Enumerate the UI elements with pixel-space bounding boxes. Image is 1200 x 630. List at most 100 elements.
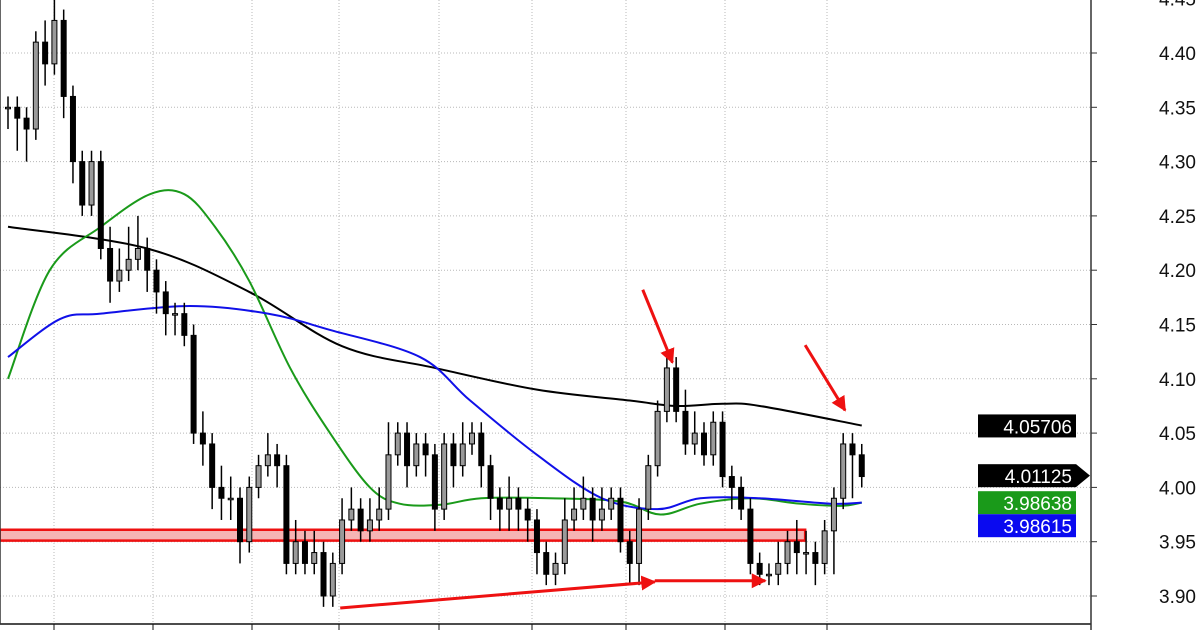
candle [42, 20, 49, 86]
candle [589, 487, 596, 542]
candle-body-bullish [227, 497, 234, 501]
candle [107, 226, 114, 303]
candle-body-bearish [858, 454, 865, 478]
x-tick-label: Apr [632, 628, 659, 630]
price-label-text: 3.98638 [1003, 494, 1072, 515]
candle [812, 541, 819, 586]
ma-black-price-label: 4.05706 [978, 414, 1076, 438]
candle [775, 541, 782, 586]
candle-body-bullish [292, 541, 299, 564]
candle [422, 433, 429, 477]
support-zone-rect [0, 528, 807, 542]
candle-body-bullish [506, 497, 513, 510]
candle-body-bullish [32, 41, 39, 130]
candle [348, 487, 355, 531]
candle [626, 530, 633, 586]
candle [598, 487, 605, 531]
candle [172, 302, 179, 336]
candle [858, 443, 865, 488]
candle [478, 422, 485, 488]
candle-body-bearish [357, 508, 364, 532]
candle-body-bearish [283, 465, 290, 564]
candle-body-bearish [719, 421, 726, 478]
candle [793, 519, 800, 575]
candle-body-bullish [394, 432, 401, 456]
candle-body-bullish [552, 562, 559, 575]
candle-body-bearish [107, 247, 114, 282]
candle-body-bearish [793, 541, 800, 554]
candle-body-bullish [636, 508, 643, 564]
candle-body-bullish [246, 486, 253, 543]
candle-body-bullish [840, 443, 847, 499]
annotation-arrow [803, 344, 847, 412]
candles [5, 0, 865, 607]
candle-body-bullish [441, 443, 448, 510]
candle [190, 324, 197, 444]
candle [366, 498, 373, 542]
candle [274, 443, 281, 488]
candle-body-bearish [756, 562, 763, 575]
candle [840, 433, 847, 510]
candle [116, 248, 123, 292]
candle [69, 85, 76, 184]
candle [469, 422, 475, 455]
price-pointer-icon [1076, 464, 1090, 488]
candle-body-bearish [181, 313, 188, 336]
candle [663, 357, 670, 423]
candle-body-bearish [812, 552, 819, 564]
candle-body-bullish [691, 432, 698, 445]
x-tick-label: Nov [159, 628, 190, 630]
candle-body-bullish [654, 410, 661, 467]
x-tick-label: Jun [833, 628, 860, 630]
y-tick-label: 4.45 [1159, 0, 1196, 11]
price-label-text: 4.05706 [1003, 417, 1072, 438]
candle-body-bullish [366, 519, 373, 532]
ma-blue-price-label: 3.98615 [978, 514, 1076, 538]
y-tick-label: 3.95 [1159, 533, 1196, 554]
candle [329, 552, 336, 607]
candle-body-bearish [422, 443, 429, 456]
candle-body-bearish [728, 476, 735, 488]
candle-body-bullish [608, 497, 615, 510]
candle-body-bearish [431, 454, 438, 510]
candle-body-bearish [701, 432, 707, 456]
candle [357, 498, 364, 542]
candle-body-bearish [478, 432, 485, 467]
y-tick-label: 4.25 [1159, 207, 1196, 228]
candle-body-bullish [571, 508, 578, 521]
candle [283, 454, 290, 575]
candle [394, 422, 401, 466]
candle [784, 530, 791, 575]
candle-body-bearish [162, 291, 169, 315]
candle [617, 487, 624, 553]
candle [821, 519, 828, 575]
y-tick-label: 4.00 [1159, 478, 1196, 499]
candle [441, 433, 448, 520]
x-tick-label: 2024 [345, 628, 383, 630]
y-axis-labels: 4.45 4.40 4.35 4.30 4.25 4.20 4.15 4.10 4.05 4.00… [1159, 0, 1196, 608]
x-tick-label: Dec [258, 628, 289, 630]
candle-body-bullish [784, 541, 791, 564]
candle-body-bearish [60, 19, 67, 97]
candle [608, 487, 615, 520]
ma-green-price-label: 3.98638 [978, 491, 1076, 515]
candle-body-bullish [329, 562, 336, 597]
candle [561, 498, 568, 575]
candle [830, 487, 837, 575]
candle [673, 357, 680, 423]
y-tick-label: 4.15 [1159, 316, 1196, 337]
candle [580, 476, 587, 520]
candle-body-bearish [320, 552, 327, 597]
candle-body-bullish [598, 508, 605, 521]
candle-body-bearish [524, 508, 531, 521]
support-zone [0, 528, 807, 542]
candle-body-bullish [821, 530, 828, 564]
candle [487, 454, 494, 520]
candle-body-bearish [496, 497, 503, 510]
candle [533, 509, 540, 575]
candle-body-bullish [339, 519, 346, 564]
candle [496, 487, 503, 531]
candle-body-bullish [311, 552, 318, 564]
annotation-arrow [641, 289, 675, 364]
